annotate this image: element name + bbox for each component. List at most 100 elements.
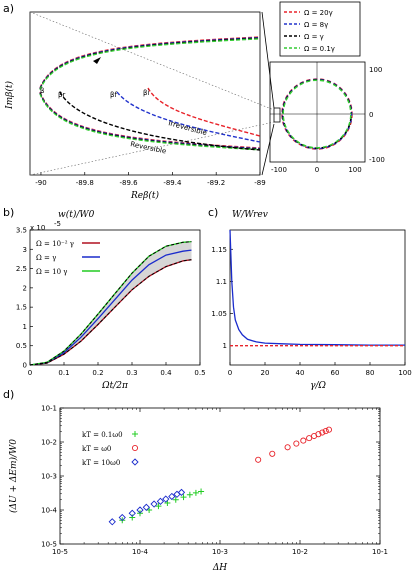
irreversible-annotation: Irreversible (167, 119, 207, 137)
panel-d-point-diamond (118, 513, 126, 522)
panel-d-frame (59, 407, 381, 545)
panel-d-chart: 10-5 10-4 10-3 10-2 10-1 10-1 10-2 10-3 10-4 10-5… (8, 405, 388, 574)
panel-d-point-plus (172, 496, 179, 503)
panel-b-chart: w(t)/W0 x 10 -5 0 0.1 0.2 0.3 0.4 0.5 0 0.5 1 1.5… (16, 209, 206, 391)
panel-a-xlabel: Reβ(t) (130, 190, 159, 201)
panel-c-title: W/Wrev (232, 210, 268, 220)
panel-d-point-plus (186, 491, 193, 498)
panel-c-frame (229, 229, 406, 366)
reversible-annotation: Reversible (130, 140, 167, 155)
legend-a-label: Ω = γ (304, 33, 324, 41)
panel-c-chart: W/Wrev 0 20 40 60 80 100 1 1.05 1.1 1.15 γ/Ω (211, 210, 411, 391)
panel-c-xtick-label: 60 (331, 369, 340, 377)
connector-bottom (261, 123, 275, 176)
panel-b-ytick-label: 2 (23, 284, 27, 292)
inset-xtick-label: 0 (315, 166, 319, 174)
panel-d-point-plus (155, 503, 162, 510)
panel-a-xtick-label: -89.4 (163, 179, 182, 187)
panel-b-ytick-label: 3 (23, 246, 27, 254)
panel-d-point-circle (315, 431, 322, 438)
panel-a-lower-branch-0 (39, 91, 261, 149)
panel-b-ytick-label: 1.5 (16, 304, 27, 312)
legend-a-label: Ω = 20γ (304, 9, 333, 17)
panel-b-ytick-label: 1 (23, 323, 27, 331)
panel-d-ytick-label: 10-5 (41, 541, 57, 549)
beta-r-label: βr (58, 91, 65, 99)
panel-c-xlabel: γ/Ω (310, 381, 326, 391)
panel-d-legend-marker (131, 444, 139, 452)
panel-d-point-diamond (168, 492, 176, 501)
panel-d-legend-label: kT = ω0 (82, 445, 111, 453)
panel-d-point-diamond (162, 495, 170, 503)
panel-a-lower-branch-2 (39, 92, 261, 150)
zoom-line-top (29, 11, 275, 111)
panel-d-legend-marker (132, 431, 138, 437)
legend-a-label: Ω = 0.1γ (304, 45, 335, 53)
panel-b-legend-label: Ω = 10 γ (36, 268, 67, 276)
panel-d-xtick-label: 10-1 (372, 548, 388, 556)
panel-d-point-diamond (156, 497, 165, 505)
panel-c-xtick-label: 100 (398, 369, 411, 377)
panel-d-ylabel: (ΔU + ΔEm)/W0 (8, 439, 19, 513)
panel-d-legend-marker (131, 458, 139, 466)
panel-d-point-circle (293, 440, 300, 447)
panel-b-frame (29, 229, 201, 366)
panel-b-xtick-label: 0.1 (58, 369, 69, 377)
panel-a-lower-branch-3 (39, 93, 261, 151)
panel-b-xtick-label: 0.4 (160, 369, 172, 377)
panel-d-point-circle (322, 427, 329, 435)
panel-b-xtick-label: 0.2 (92, 369, 103, 377)
panel-b-title: w(t)/W0 (58, 209, 95, 220)
panel-a-xtick-label: -89.8 (76, 179, 94, 187)
panel-b-multiplier-exp: -5 (54, 220, 61, 228)
irreversible-curve-red (147, 87, 261, 137)
panel-label-c: c) (208, 206, 218, 219)
panel-d-point-diamond (177, 488, 186, 497)
legend-a-box (279, 1, 361, 57)
beta-i-label: βi (143, 89, 149, 97)
panel-d-point-plus (129, 514, 136, 521)
panel-d-point-plus (180, 494, 187, 501)
inset-ytick-label: 100 (369, 66, 382, 74)
inset-xtick-label: 100 (348, 166, 361, 174)
panel-b-ytick-label: 0.5 (16, 342, 27, 350)
inset-zoom-box (273, 107, 281, 123)
panel-d-xlabel: ΔH (212, 563, 227, 573)
panel-d-point-diamond (136, 506, 144, 514)
panel-d-point-diamond (150, 500, 158, 508)
panel-d-ytick-label: 10-2 (41, 439, 57, 447)
panel-c-series-0 (229, 229, 405, 346)
panel-a-ylabel: Imβ(t) (4, 81, 15, 110)
panel-c-xtick-label: 0 (228, 369, 232, 377)
panel-b-ytick-label: 3.5 (16, 227, 27, 235)
panel-a-legend: Ω = 20γ Ω = 8γ Ω = γ Ω = 0.1γ (279, 1, 361, 57)
inset-ytick-label: 0 (369, 111, 373, 119)
panel-d-point-diamond (142, 503, 150, 511)
panel-a-lower-branch-1 (39, 92, 261, 150)
panel-a-xtick-label: -90 (35, 179, 46, 187)
legend-a-label: Ω = 8γ (304, 21, 328, 29)
panel-d-point-plus (192, 489, 199, 496)
panel-d-xtick-label: 10-4 (132, 548, 148, 556)
panel-b-dashed-low (29, 259, 192, 366)
panel-d-point-circle (284, 444, 291, 451)
panel-d-legend-label: kT = 10ω0 (82, 459, 120, 467)
panel-d-xtick-label: 10-5 (52, 548, 68, 556)
panel-b-curve-mid (29, 249, 192, 366)
panel-b-dashed-high (29, 241, 192, 366)
panel-c-ytick-label: 1.05 (211, 310, 227, 318)
reversible-curve-black (59, 91, 261, 151)
panel-a-main-chart: -90 -89.8 -89.6 -89.4 -89.2 -89 Reβ(t) Imβ(t)… (4, 11, 266, 201)
inset-xtick-label: -100 (271, 166, 287, 174)
panel-d-point-plus (198, 488, 205, 495)
connector-top (261, 11, 275, 109)
inset-circle-3 (282, 79, 352, 149)
panel-d-point-diamond (108, 518, 116, 526)
direction-arrow (93, 57, 101, 64)
panel-c-xtick-label: 40 (296, 369, 305, 377)
panel-b-xtick-label: 0.3 (126, 369, 137, 377)
beta-label: β (40, 87, 44, 95)
panel-b-legend-label: Ω = γ (36, 254, 56, 262)
panel-c-ytick-label: 1.15 (211, 246, 227, 254)
